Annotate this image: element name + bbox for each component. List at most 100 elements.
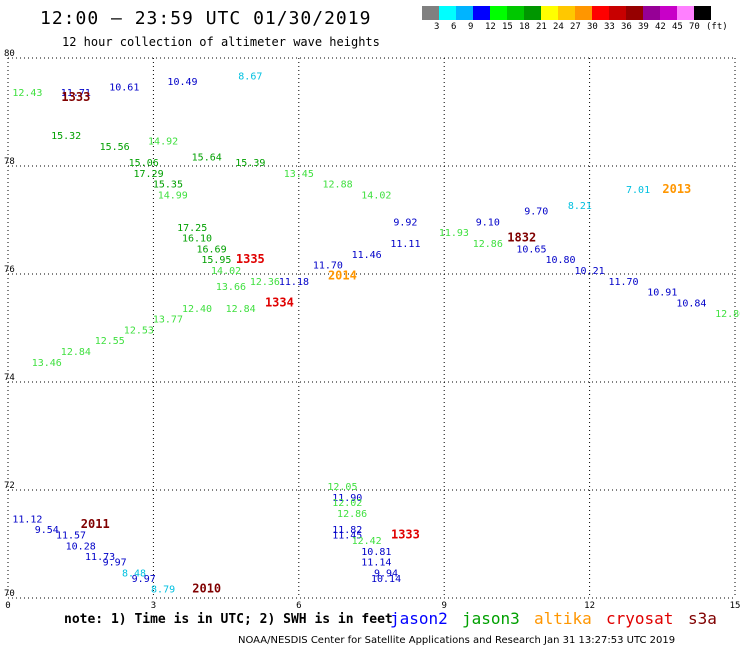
- color-scale-tick: 27: [570, 22, 581, 32]
- wave-height-label: 11.12: [12, 514, 42, 525]
- color-swatch: [609, 6, 626, 20]
- color-swatch: [422, 6, 439, 20]
- wave-height-label: 11.93: [439, 228, 469, 239]
- color-swatch: [490, 6, 507, 20]
- wave-height-label: 17.25: [177, 223, 207, 234]
- wave-height-label: 11.70: [313, 261, 343, 272]
- wave-height-label: 12.88: [323, 180, 353, 191]
- wave-height-label: 9.10: [476, 217, 500, 228]
- wave-height-label: 15.35: [153, 180, 183, 191]
- wave-height-label: 11.71: [61, 88, 91, 99]
- wave-height-label: 14.99: [158, 190, 188, 201]
- x-tick-label: 3: [151, 601, 156, 611]
- y-tick-label: 72: [4, 481, 15, 491]
- wave-height-label: 12.80: [715, 309, 740, 320]
- wave-height-label: 15.39: [235, 158, 265, 169]
- legend-item: jason3: [462, 609, 520, 628]
- wave-height-label: 8.21: [568, 201, 592, 212]
- wave-height-label: 15.64: [192, 153, 222, 164]
- color-scale-tick: 21: [536, 22, 547, 32]
- wave-height-label: 15.56: [100, 142, 130, 153]
- y-tick-label: 70: [4, 589, 15, 599]
- pass-number-label: 2010: [192, 582, 221, 596]
- wave-height-label: 9.92: [393, 217, 417, 228]
- legend-item: s3a: [688, 609, 717, 628]
- color-scale-tick: 39: [638, 22, 649, 32]
- color-swatch: [660, 6, 677, 20]
- color-scale-tick: 6: [451, 22, 457, 32]
- color-scale-tick: 30: [587, 22, 598, 32]
- y-tick-label: 74: [4, 373, 15, 383]
- wave-height-label: 12.36: [250, 277, 280, 288]
- pass-number-label: 1333: [391, 528, 420, 542]
- wave-height-label: 10.28: [66, 541, 96, 552]
- wave-height-label: 8.79: [151, 585, 175, 596]
- color-swatch: [541, 6, 558, 20]
- wave-height-label: 10.84: [676, 298, 706, 309]
- color-swatch: [439, 6, 456, 20]
- color-swatch: [677, 6, 694, 20]
- wave-height-label: 9.94: [374, 568, 398, 579]
- wave-height-label: 10.80: [545, 255, 575, 266]
- color-scale-tick: 18: [519, 22, 530, 32]
- wave-height-label: 10.65: [516, 244, 546, 255]
- color-swatch: [558, 6, 575, 20]
- wave-height-label: 7.01: [626, 185, 650, 196]
- wave-height-label: 11.14: [361, 558, 391, 569]
- color-scale-bar: [422, 6, 711, 20]
- wave-height-label: 14.92: [148, 136, 178, 147]
- color-swatch: [507, 6, 524, 20]
- x-tick-label: 12: [584, 601, 595, 611]
- wave-height-label: 12.40: [182, 304, 212, 315]
- wave-height-label: 9.97: [132, 574, 156, 585]
- units-note: note: 1) Time is in UTC; 2) SWH is in fe…: [64, 612, 393, 627]
- map-subtitle: 12 hour collection of altimeter wave hei…: [62, 35, 380, 49]
- wave-height-label: 10.14: [371, 574, 401, 585]
- legend-item: cryosat: [606, 609, 674, 628]
- color-scale-tick: 9: [468, 22, 474, 32]
- color-swatch: [694, 6, 711, 20]
- wave-height-label: 10.81: [361, 547, 391, 558]
- wave-height-label: 12.86: [473, 239, 503, 250]
- x-tick-label: 15: [730, 601, 740, 611]
- wave-height-label: 12.42: [352, 536, 382, 547]
- color-swatch: [643, 6, 660, 20]
- wave-height-label: 11.73: [85, 552, 115, 563]
- color-scale-tick: 70: [689, 22, 700, 32]
- wave-height-label: 10.21: [575, 266, 605, 277]
- wave-height-label: 10.49: [167, 77, 197, 88]
- map-title: 12:00 – 23:59 UTC 01/30/2019: [40, 8, 372, 29]
- legend-item: altika: [534, 609, 592, 628]
- color-swatch: [473, 6, 490, 20]
- legend-item: jason2: [390, 609, 448, 628]
- wave-height-label: 11.45: [332, 531, 362, 542]
- pass-number-label: 1333: [61, 90, 90, 104]
- credit-line: NOAA/NESDIS Center for Satellite Applica…: [238, 635, 676, 646]
- wave-height-label: 13.66: [216, 282, 246, 293]
- wave-height-label: 12.05: [327, 482, 357, 493]
- wave-height-label: 8.67: [238, 72, 262, 83]
- color-scale-tick: 12: [485, 22, 496, 32]
- wave-height-label: 13.77: [153, 315, 183, 326]
- color-swatch: [456, 6, 473, 20]
- wave-height-label: 12.53: [124, 325, 154, 336]
- color-scale-tick: 36: [621, 22, 632, 32]
- wave-height-label: 9.70: [524, 207, 548, 218]
- wave-height-label: 16.10: [182, 234, 212, 245]
- wave-height-label: 15.06: [129, 158, 159, 169]
- wave-height-label: 15.95: [201, 255, 231, 266]
- wave-height-label: 12.55: [95, 336, 125, 347]
- wave-height-label: 10.91: [647, 288, 677, 299]
- wave-height-label: 14.02: [211, 266, 241, 277]
- color-scale-tick: 45: [672, 22, 683, 32]
- wave-height-label: 11.70: [608, 277, 638, 288]
- color-scale-tick: 3: [434, 22, 440, 32]
- color-swatch: [592, 6, 609, 20]
- color-scale-tick: 24: [553, 22, 564, 32]
- color-scale-tick: 15: [502, 22, 513, 32]
- wave-height-label: 9.54: [35, 525, 59, 536]
- wave-height-label: 11.90: [332, 493, 362, 504]
- color-swatch: [524, 6, 541, 20]
- wave-height-label: 12.02: [332, 498, 362, 509]
